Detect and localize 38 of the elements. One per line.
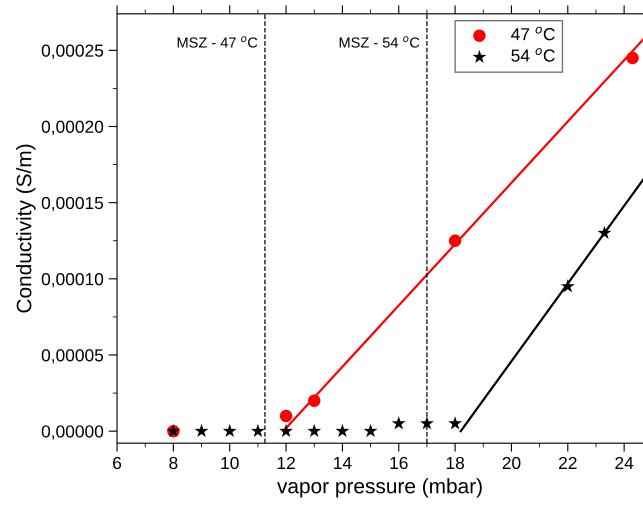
x-tick-label: 22 bbox=[559, 456, 577, 469]
point bbox=[194, 424, 208, 438]
ref-line-label: MSZ - 54 $^{o}$C bbox=[340, 36, 420, 48]
ref-line-label: MSZ - 47 $^{o}$C bbox=[178, 36, 258, 48]
x-tick-label: 20 bbox=[502, 456, 520, 470]
point bbox=[364, 424, 378, 438]
x-tick-label: 8 bbox=[169, 456, 178, 470]
legend-label: 54 $^{o}$C bbox=[511, 48, 555, 62]
legend-label: 47 $^{o}$C bbox=[511, 26, 555, 40]
y-tick-label: 0,00015 bbox=[42, 196, 104, 212]
x-tick-label: 6 bbox=[113, 456, 122, 470]
point bbox=[392, 416, 406, 430]
y-tick-label: 0,00020 bbox=[42, 120, 104, 136]
y-tick-label: 0,00010 bbox=[42, 272, 104, 288]
x-tick-label: 10 bbox=[221, 456, 239, 470]
x-axis-title: vapor pressure (mbar) bbox=[277, 478, 482, 498]
y-tick-label: 0,00005 bbox=[42, 349, 104, 364]
y-axis-title: Conductivity (S/m) bbox=[16, 144, 36, 313]
point bbox=[279, 424, 293, 438]
point bbox=[250, 424, 265, 438]
point bbox=[597, 226, 612, 240]
point bbox=[448, 234, 462, 247]
x-tick-label: 16 bbox=[390, 456, 408, 470]
point bbox=[222, 424, 237, 438]
point bbox=[626, 52, 639, 64]
y-tick-label: 0,00000 bbox=[42, 425, 104, 440]
point bbox=[335, 424, 350, 438]
point bbox=[280, 410, 292, 422]
y-tick-label: 0,00025 bbox=[42, 44, 104, 59]
point bbox=[420, 416, 434, 430]
point bbox=[560, 279, 575, 292]
x-tick-label: 12 bbox=[278, 456, 295, 469]
x-tick-label: 14 bbox=[334, 457, 352, 469]
point bbox=[308, 394, 320, 407]
x-tick-label: 18 bbox=[446, 456, 464, 470]
point bbox=[307, 424, 322, 438]
point bbox=[448, 416, 462, 430]
x-tick-label: 24 bbox=[615, 456, 634, 469]
